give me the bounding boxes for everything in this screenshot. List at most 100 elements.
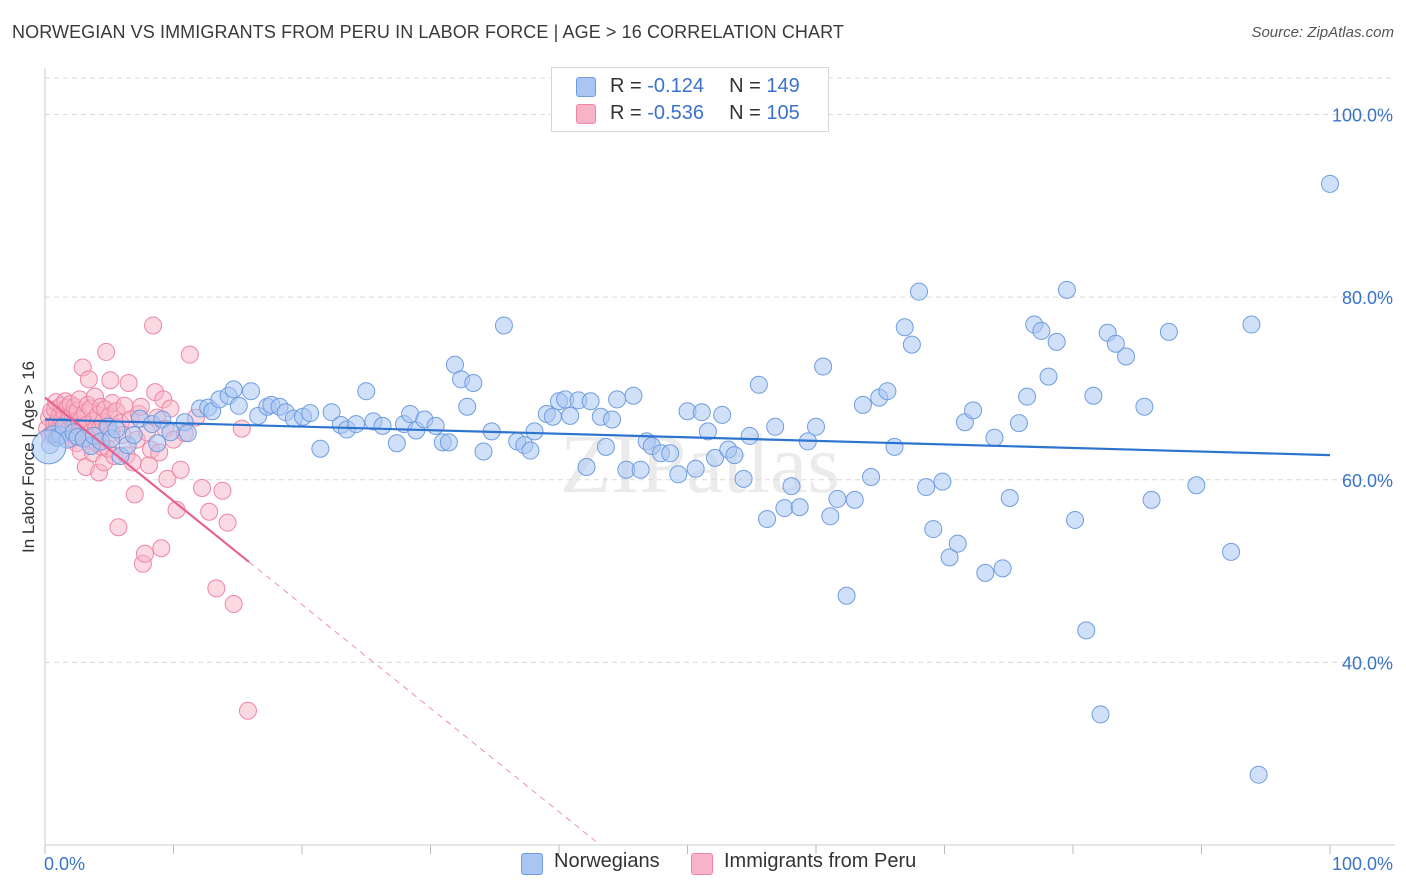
point-norwegian bbox=[161, 423, 180, 442]
point-norwegian bbox=[1084, 386, 1103, 405]
point-norwegian bbox=[242, 382, 261, 401]
point-norwegian bbox=[1242, 315, 1261, 334]
point-norwegian bbox=[224, 380, 243, 399]
point-norwegian bbox=[543, 407, 562, 426]
point-peru bbox=[232, 419, 251, 438]
point-norwegian bbox=[740, 426, 759, 445]
point-norwegian bbox=[895, 318, 914, 337]
legend-r-label: R = bbox=[610, 75, 642, 97]
point-norwegian bbox=[577, 457, 596, 476]
series-label-peru: Immigrants from Peru bbox=[724, 850, 917, 872]
point-peru bbox=[144, 316, 163, 335]
legend-swatch-pink bbox=[576, 104, 596, 124]
point-norwegian bbox=[725, 446, 744, 465]
point-norwegian bbox=[581, 392, 600, 411]
point-norwegian bbox=[347, 415, 366, 434]
point-norwegian bbox=[828, 489, 847, 508]
trend-line-peru-extension bbox=[248, 561, 597, 842]
point-norwegian bbox=[1321, 174, 1339, 193]
point-norwegian bbox=[494, 316, 513, 335]
point-peru bbox=[213, 481, 232, 500]
y-axis-label: In Labor Force | Age > 16 bbox=[19, 361, 38, 553]
point-peru bbox=[224, 594, 243, 613]
point-norwegian bbox=[1106, 334, 1125, 353]
point-norwegian bbox=[1066, 510, 1085, 529]
point-norwegian bbox=[322, 403, 341, 422]
point-norwegian bbox=[624, 386, 643, 405]
point-norwegian bbox=[301, 404, 320, 423]
point-norwegian bbox=[902, 335, 921, 354]
point-peru bbox=[158, 469, 177, 488]
point-norwegian bbox=[1222, 542, 1241, 561]
point-norwegian bbox=[229, 396, 248, 415]
legend-swatch-blue bbox=[576, 77, 596, 97]
point-peru bbox=[109, 518, 128, 537]
point-norwegian bbox=[148, 434, 167, 453]
point-peru bbox=[193, 478, 212, 497]
point-norwegian bbox=[924, 520, 943, 539]
point-norwegian bbox=[107, 420, 126, 439]
x-tick-label-max: 100.0% bbox=[1332, 854, 1393, 874]
point-norwegian bbox=[178, 424, 197, 443]
point-norwegian bbox=[631, 460, 650, 479]
point-norwegian bbox=[357, 382, 376, 401]
point-norwegian bbox=[845, 490, 864, 509]
y-tick-label: 80.0% bbox=[1342, 288, 1393, 308]
point-norwegian bbox=[1018, 387, 1037, 406]
point-norwegian bbox=[734, 469, 753, 488]
point-norwegian bbox=[775, 499, 794, 518]
point-norwegian bbox=[474, 442, 493, 461]
chart-title: NORWEGIAN VS IMMIGRANTS FROM PERU IN LAB… bbox=[12, 22, 844, 42]
y-tick-label: 100.0% bbox=[1332, 106, 1393, 126]
point-norwegian bbox=[686, 459, 705, 478]
point-norwegian bbox=[821, 507, 840, 526]
point-norwegian bbox=[1135, 397, 1154, 416]
point-norwegian bbox=[1032, 321, 1051, 340]
point-norwegian bbox=[1009, 414, 1028, 433]
point-norwegian bbox=[782, 477, 801, 496]
point-norwegian bbox=[1039, 367, 1058, 386]
point-norwegian bbox=[669, 465, 688, 484]
point-peru bbox=[125, 485, 144, 504]
point-norwegian bbox=[1000, 489, 1019, 508]
point-norwegian bbox=[373, 416, 392, 435]
point-norwegian bbox=[814, 357, 833, 376]
point-norwegian bbox=[917, 478, 936, 497]
point-peru bbox=[207, 579, 226, 598]
legend-text-peru: R = -0.536 N = 105 bbox=[610, 102, 800, 125]
point-norwegian bbox=[964, 401, 983, 420]
point-peru bbox=[238, 701, 257, 720]
point-peru bbox=[79, 370, 98, 389]
x-ticks bbox=[44, 845, 1331, 854]
point-norwegian bbox=[426, 416, 445, 435]
y-tick-label: 40.0% bbox=[1342, 653, 1393, 673]
point-norwegian bbox=[766, 417, 785, 436]
legend-n-label: N = bbox=[729, 75, 761, 97]
point-norwegian bbox=[1057, 280, 1076, 299]
legend-r-value: -0.536 bbox=[647, 102, 704, 124]
series-norwegians-points bbox=[31, 174, 1339, 784]
point-norwegian bbox=[1091, 705, 1110, 724]
point-norwegian bbox=[124, 426, 143, 445]
point-norwegian bbox=[1077, 621, 1096, 640]
point-norwegian bbox=[885, 437, 904, 456]
point-norwegian bbox=[853, 395, 872, 414]
point-norwegian bbox=[31, 429, 67, 465]
trend-lines bbox=[44, 396, 1331, 842]
point-peru bbox=[119, 373, 138, 392]
point-norwegian bbox=[976, 563, 995, 582]
legend-r-label: R = bbox=[610, 102, 642, 124]
point-norwegian bbox=[713, 405, 732, 424]
point-norwegian bbox=[1249, 765, 1268, 784]
y-tick-labels: 40.0% 60.0% 80.0% 100.0% bbox=[1332, 106, 1393, 674]
point-norwegian bbox=[1159, 322, 1178, 341]
legend-r-value: -0.124 bbox=[647, 75, 704, 97]
point-norwegian bbox=[948, 534, 967, 553]
point-norwegian bbox=[603, 410, 622, 429]
point-peru bbox=[101, 371, 120, 390]
point-norwegian bbox=[439, 433, 458, 452]
point-norwegian bbox=[706, 448, 725, 467]
point-norwegian bbox=[837, 586, 856, 605]
point-norwegian bbox=[1117, 347, 1136, 366]
